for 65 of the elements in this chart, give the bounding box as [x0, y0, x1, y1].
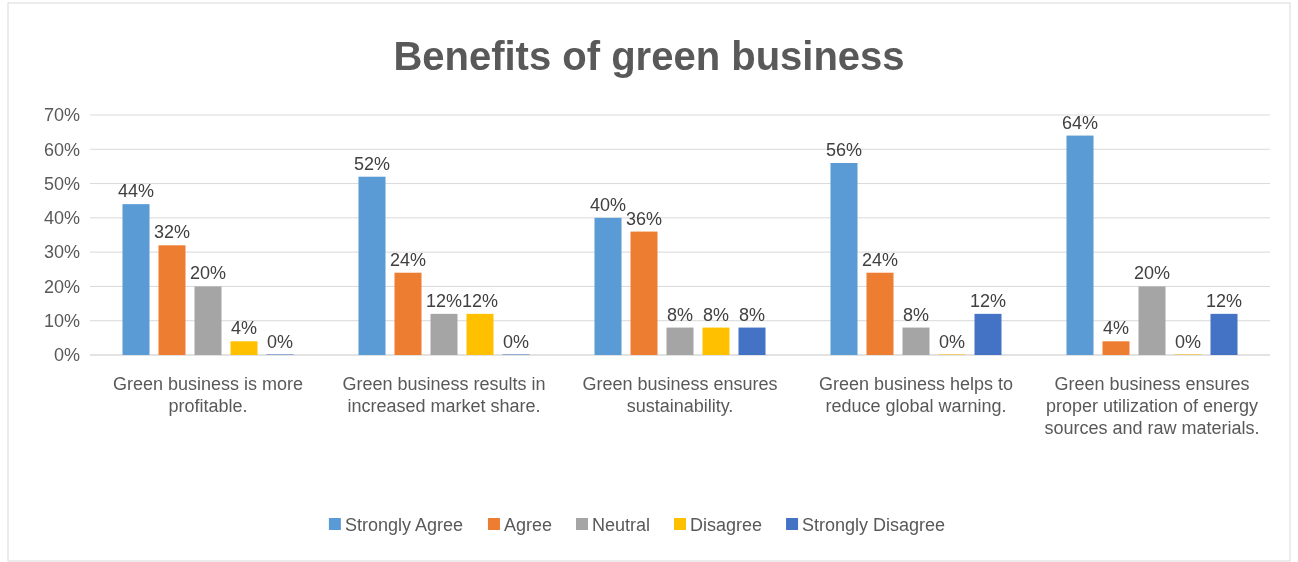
data-label: 12%: [969, 290, 1007, 311]
bar: [194, 286, 222, 355]
y-tick-label: 40%: [43, 208, 80, 229]
bar: [594, 217, 622, 355]
x-tick-label: Green business results in increased market share.: [342, 374, 546, 416]
data-label: 36%: [625, 208, 663, 229]
data-label: 56%: [825, 140, 863, 160]
data-label: 4%: [230, 318, 258, 339]
data-label: 12%: [461, 290, 499, 311]
data-label: 8%: [666, 304, 694, 325]
bar: [430, 313, 458, 355]
data-label: 8%: [738, 304, 766, 325]
y-tick-label: 10%: [43, 311, 80, 332]
bar: [158, 245, 186, 355]
data-label: 52%: [353, 153, 391, 174]
data-label: 20%: [189, 263, 227, 284]
data-label: 24%: [861, 249, 899, 270]
bar: [866, 272, 894, 355]
bar: [1138, 286, 1166, 355]
legend-label: Disagree: [690, 515, 763, 536]
data-label: 24%: [389, 249, 427, 270]
bar: [394, 272, 422, 355]
data-label: 8%: [702, 304, 730, 325]
bar: [630, 231, 658, 355]
bar: [830, 163, 858, 355]
y-tick-label: 30%: [43, 242, 80, 263]
bar: [702, 327, 730, 355]
legend-label: Agree: [503, 515, 552, 536]
bar: [1102, 341, 1130, 355]
data-label: 12%: [425, 290, 463, 311]
bar: [122, 204, 150, 355]
bar: [666, 327, 694, 355]
y-tick-label: 20%: [43, 276, 80, 297]
data-label: 32%: [153, 222, 191, 243]
y-tick-label: 0%: [53, 345, 80, 366]
data-label: 12%: [1205, 290, 1243, 311]
data-label: 0%: [938, 332, 966, 352]
bar: [466, 313, 494, 355]
y-tick-label: 50%: [43, 173, 80, 194]
data-label: 0%: [1174, 332, 1202, 352]
data-label: 44%: [117, 181, 155, 202]
bar: [974, 313, 1002, 355]
x-tick-label: Green business ensures proper utilization of energy sources and raw materials.: [1044, 374, 1260, 438]
x-tick-label: Green business ensures sustainability.: [582, 374, 778, 416]
bar: [1210, 313, 1238, 355]
bar: [738, 327, 766, 355]
x-tick-label: Green business helps to reduce global warning.: [818, 374, 1014, 416]
bar: [902, 327, 930, 355]
y-tick-label: 60%: [43, 139, 80, 160]
y-tick-label: 70%: [43, 105, 80, 126]
data-label: 0%: [502, 332, 530, 352]
legend-label: Neutral: [591, 515, 651, 536]
x-tick-label: Green business is more profitable.: [112, 374, 304, 416]
legend-label: Strongly Agree: [344, 515, 463, 536]
data-label: 0%: [266, 332, 294, 352]
data-label: 4%: [1102, 318, 1130, 339]
data-label: 64%: [1061, 112, 1099, 133]
legend-label: Strongly Disagree: [802, 515, 946, 536]
bar: [230, 341, 258, 355]
bar: [358, 176, 386, 355]
data-label: 40%: [589, 194, 627, 215]
data-label: 20%: [1133, 263, 1171, 284]
bar: [1066, 135, 1094, 355]
chart-title: Benefits of green business: [393, 34, 905, 78]
data-label: 8%: [902, 304, 930, 325]
